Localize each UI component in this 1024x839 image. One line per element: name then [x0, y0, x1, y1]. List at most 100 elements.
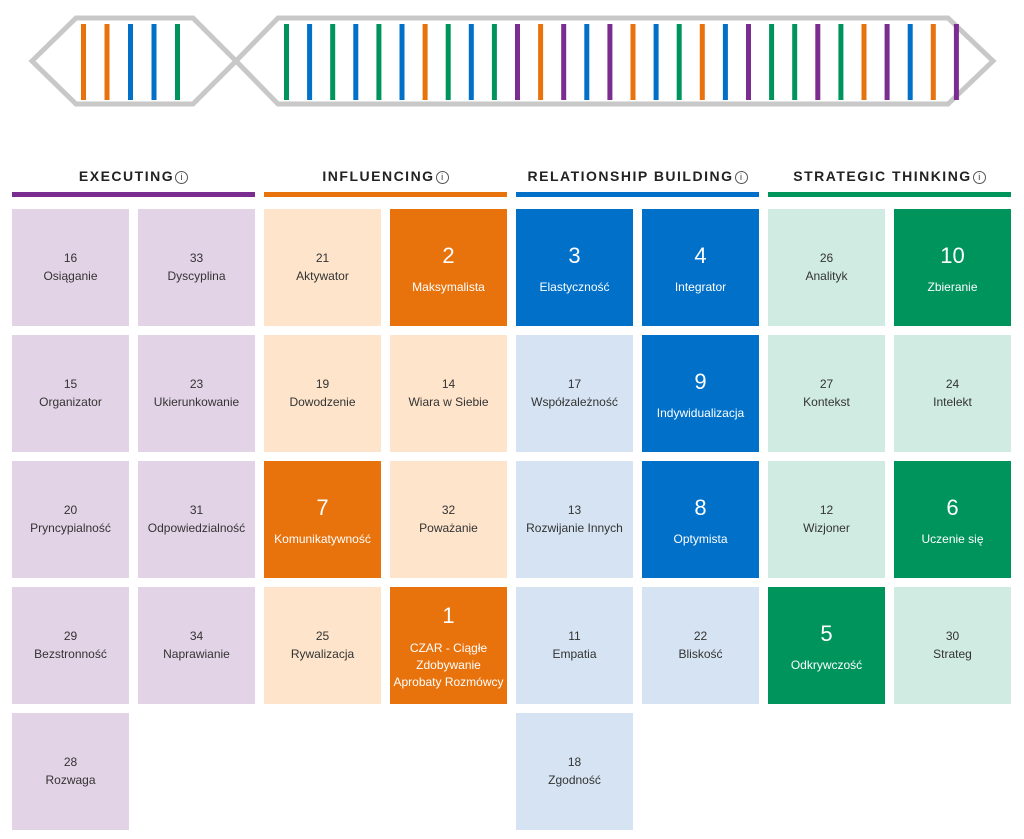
strength-tile[interactable]: 6 Uczenie się	[894, 461, 1011, 578]
banner-bar	[104, 24, 110, 100]
strength-tile[interactable]: 31 Odpowiedzialność	[138, 461, 255, 578]
strength-tile[interactable]: 14 Wiara w Siebie	[390, 335, 507, 452]
banner-bar	[307, 24, 313, 100]
banner-bar	[151, 24, 157, 100]
strength-rank: 26	[819, 251, 834, 265]
strength-rank: 29	[63, 629, 78, 643]
banner-bar	[399, 24, 405, 100]
banner-bar	[175, 24, 180, 100]
domain-title-text: RELATIONSHIP BUILDING	[527, 168, 734, 184]
strength-name: Współzależność	[531, 395, 618, 409]
banner-bar	[376, 24, 382, 100]
domain-header-relationship: RELATIONSHIP BUILDING i	[516, 168, 759, 198]
strength-tile[interactable]: 1 CZAR - Ciągłe Zdobywanie Aprobaty Rozmó…	[390, 587, 507, 704]
strength-name: Maksymalista	[412, 280, 485, 294]
banner-bar	[838, 24, 844, 100]
strength-tile[interactable]: 20 Pryncypialność	[12, 461, 129, 578]
strength-name: Dowodzenie	[289, 395, 356, 409]
strength-tile[interactable]: 15 Organizator	[12, 335, 129, 452]
banner-bar	[699, 24, 705, 100]
strength-tile[interactable]: 13 Rozwijanie Innych	[516, 461, 633, 578]
banner-bar	[746, 24, 751, 100]
banner-bar	[953, 24, 959, 100]
banner-bar	[491, 24, 497, 100]
strength-tile[interactable]: 17 Współzależność	[516, 335, 633, 452]
strength-tile[interactable]: 3 Elastyczność	[516, 209, 633, 326]
domain-title-text: EXECUTING	[78, 168, 175, 184]
strength-tile[interactable]: 5 Odkrywczość	[768, 587, 885, 704]
strength-rank: 14	[441, 377, 456, 391]
banner-bar	[445, 24, 451, 100]
strength-tile[interactable]: 4 Integrator	[642, 209, 759, 326]
strength-tile[interactable]: 24 Intelekt	[894, 335, 1011, 452]
domain-header-influencing: INFLUENCING i	[264, 168, 507, 198]
strength-tile[interactable]: 21 Aktywator	[264, 209, 381, 326]
strength-name: Empatia	[552, 647, 597, 661]
strength-tile[interactable]: 19 Dowodzenie	[264, 335, 381, 452]
strength-tile[interactable]: 11 Empatia	[516, 587, 633, 704]
strength-tile[interactable]: 12 Wizjoner	[768, 461, 885, 578]
banner-bar	[353, 24, 359, 100]
domain-title: EXECUTING i	[12, 168, 255, 190]
strength-tile[interactable]: 25 Rywalizacja	[264, 587, 381, 704]
info-icon[interactable]: i	[972, 171, 986, 184]
info-icon[interactable]: i	[734, 171, 748, 184]
strength-rank: 5	[820, 621, 833, 646]
strength-name: CZAR - Ciągłe Zdobywanie Aprobaty Rozmów…	[393, 641, 504, 689]
strength-rank: 23	[189, 377, 204, 391]
strength-tile[interactable]: 9 Indywidualizacja	[642, 335, 759, 452]
strength-tile[interactable]: 27 Kontekst	[768, 335, 885, 452]
strength-name: Optymista	[673, 532, 728, 546]
strength-tile[interactable]: 26 Analityk	[768, 209, 885, 326]
banner-left-hexagon	[28, 15, 240, 107]
strength-name: Wiara w Siebie	[408, 395, 489, 409]
strength-tile[interactable]: 29 Bezstronność	[12, 587, 129, 704]
strength-rank: 9	[694, 369, 707, 394]
strength-tile[interactable]: 10 Zbieranie	[894, 209, 1011, 326]
banner-bar	[284, 24, 289, 100]
strength-name: Rozwijanie Innych	[526, 521, 623, 535]
strength-tile[interactable]: 30 Strateg	[894, 587, 1011, 704]
strength-rank: 18	[567, 755, 582, 769]
strength-tile[interactable]: 7 Komunikatywność	[264, 461, 381, 578]
banner-bar	[792, 24, 798, 100]
strength-rank: 11	[568, 629, 581, 643]
strength-name: Osiąganie	[43, 269, 98, 283]
domain-header-strategic: STRATEGIC THINKING i	[768, 168, 1011, 198]
banner-bar	[884, 24, 890, 100]
strength-name: Indywidualizacja	[656, 406, 745, 420]
strength-rank: 32	[441, 503, 456, 517]
strength-name: Bliskość	[678, 647, 723, 661]
domain-title: STRATEGIC THINKING i	[768, 168, 1011, 190]
strength-rank: 7	[316, 495, 329, 520]
strength-rank: 21	[315, 251, 330, 265]
banner-bar	[930, 24, 936, 100]
strength-rank: 10	[940, 243, 965, 268]
domain-title-text: STRATEGIC THINKING	[793, 168, 972, 184]
strengths-banner	[28, 15, 997, 107]
strength-tile[interactable]: 33 Dyscyplina	[138, 209, 255, 326]
strength-tile[interactable]: 28 Rozwaga	[12, 713, 129, 830]
strength-tile[interactable]: 23 Ukierunkowanie	[138, 335, 255, 452]
domain-title-text: INFLUENCING	[322, 168, 435, 184]
banner-bar	[81, 24, 86, 100]
strength-rank: 33	[189, 251, 204, 265]
strength-tile[interactable]: 32 Poważanie	[390, 461, 507, 578]
strength-rank: 17	[567, 377, 582, 391]
strength-tile[interactable]: 16 Osiąganie	[12, 209, 129, 326]
domain-rule	[12, 192, 255, 197]
strength-rank: 25	[315, 629, 330, 643]
strength-name: Intelekt	[933, 395, 972, 409]
strength-tile[interactable]: 8 Optymista	[642, 461, 759, 578]
strength-name: Uczenie się	[921, 532, 984, 546]
strength-tile[interactable]: 22 Bliskość	[642, 587, 759, 704]
info-icon[interactable]: i	[175, 171, 189, 184]
strength-tile[interactable]: 34 Naprawianie	[138, 587, 255, 704]
banner-bar	[653, 24, 659, 100]
strength-tile[interactable]: 18 Zgodność	[516, 713, 633, 830]
strength-rank: 16	[63, 251, 78, 265]
info-icon[interactable]: i	[435, 171, 449, 184]
strength-rank: 30	[945, 629, 960, 643]
strength-tile[interactable]: 2 Maksymalista	[390, 209, 507, 326]
strength-name: Odpowiedzialność	[147, 521, 246, 535]
